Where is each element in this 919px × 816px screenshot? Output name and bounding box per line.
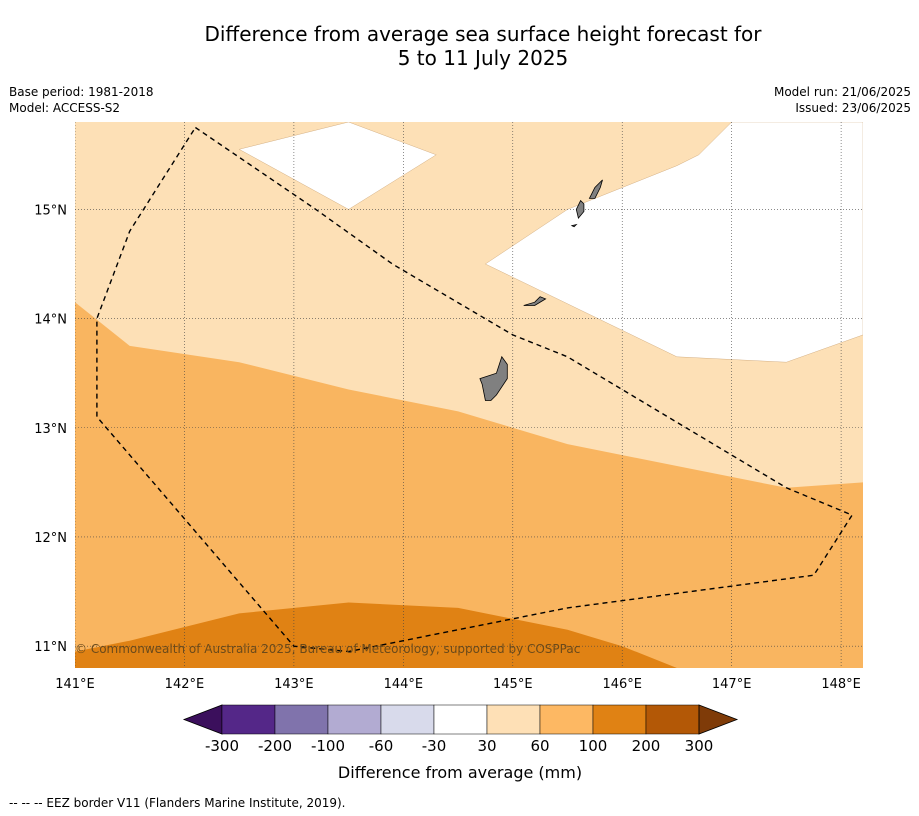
base-period: Base period: 1981-2018 — [9, 85, 154, 99]
latitude-tick-label: 12°N — [34, 531, 67, 546]
colorbar-tick-label: -100 — [311, 737, 345, 755]
colorbar-tick-label: 300 — [685, 737, 714, 755]
longitude-tick-label: 148°E — [821, 677, 861, 692]
latitude-labels: 11°N 12°N 13°N 14°N 15°N — [34, 203, 67, 655]
gridlines — [75, 122, 863, 668]
colorbar-tick-label: 30 — [477, 737, 496, 755]
colorbar-tick-label: 100 — [579, 737, 608, 755]
guam-island — [479, 355, 508, 401]
colorbar-segment — [433, 704, 488, 735]
colorbar-label: Difference from average (mm) — [338, 763, 582, 782]
saipan-island — [588, 179, 603, 199]
colorbar-segment — [221, 704, 276, 735]
colorbar-segment — [486, 704, 541, 735]
colorbar-tick-label: 60 — [530, 737, 549, 755]
colorbar — [182, 704, 739, 735]
colorbar-extend-low — [182, 704, 223, 735]
meta-right: Model run: 21/06/2025 Issued: 23/06/2025 — [774, 84, 911, 116]
eez-footnote: -- -- -- EEZ border V11 (Flanders Marine… — [9, 796, 346, 810]
colorbar-segment — [539, 704, 594, 735]
colorbar-tick-label: -30 — [422, 737, 447, 755]
longitude-tick-label: 144°E — [384, 677, 424, 692]
rota-island — [523, 296, 547, 306]
colorbar-segment — [274, 704, 329, 735]
colorbar-segment — [592, 704, 647, 735]
latitude-tick-label: 14°N — [34, 313, 67, 328]
longitude-tick-label: 147°E — [712, 677, 752, 692]
copyright-text: © Commonwealth of Australia 2025, Bureau… — [75, 642, 580, 656]
longitude-tick-label: 145°E — [493, 677, 533, 692]
aguijan-island — [570, 223, 578, 228]
latitude-tick-label: 11°N — [34, 640, 67, 655]
colorbar-segment — [380, 704, 435, 735]
colorbar-tick-label: -60 — [369, 737, 394, 755]
title-line-2: 5 to 11 July 2025 — [397, 46, 569, 70]
title-line-1: Difference from average sea surface heig… — [204, 22, 762, 46]
model-run: Model run: 21/06/2025 — [773, 85, 911, 99]
colorbar-tick-label: 200 — [632, 737, 661, 755]
colorbar-tick-label: -200 — [258, 737, 292, 755]
band-below-30-area-north — [238, 122, 437, 210]
map-area: © Commonwealth of Australia 2025, Bureau… — [75, 122, 863, 668]
colorbar-tick-label: -300 — [205, 737, 239, 755]
latitude-tick-label: 15°N — [34, 203, 67, 218]
colorbar-segment — [645, 704, 700, 735]
colorbar-segment — [327, 704, 382, 735]
eez-border — [96, 126, 854, 653]
colorbar-extend-high — [698, 704, 739, 735]
issued-date: Issued: 23/06/2025 — [795, 101, 911, 115]
chart-title: Difference from average sea surface heig… — [0, 22, 919, 70]
meta-left: Base period: 1981-2018 Model: ACCESS-S2 — [9, 84, 154, 116]
band-100-200 — [75, 602, 677, 668]
longitude-labels: 141°E 142°E 143°E 144°E 145°E 146°E 147°E 148°E — [55, 677, 861, 692]
model-name: Model: ACCESS-S2 — [9, 101, 121, 115]
longitude-tick-label: 143°E — [274, 677, 314, 692]
longitude-tick-label: 141°E — [55, 677, 95, 692]
longitude-tick-label: 146°E — [602, 677, 642, 692]
band-60-100 — [75, 302, 863, 668]
latitude-tick-label: 13°N — [34, 422, 67, 437]
longitude-tick-label: 142°E — [165, 677, 205, 692]
tinian-island — [575, 199, 585, 219]
colorbar-tick-labels: -300 -200 -100 -60 -30 30 60 100 200 300 — [205, 737, 713, 755]
